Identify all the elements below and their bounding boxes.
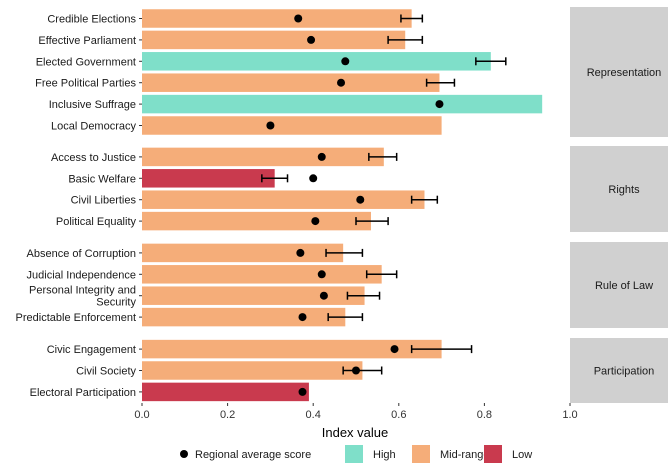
category-label: Personal Integrity and Security xyxy=(29,285,137,309)
facet-panels: Representation Credible Elections Effectiv… xyxy=(16,7,668,403)
category-label: Local Democracy xyxy=(51,121,136,133)
facet-participation: Participation Civic Engagement Civil Socie… xyxy=(30,338,668,403)
panel-background xyxy=(142,7,570,137)
category-label: Basic Welfare xyxy=(68,173,136,185)
average-point xyxy=(298,387,307,396)
legend-label: Low xyxy=(512,449,532,461)
legend: Regional average score High Mid-range Low xyxy=(180,445,532,463)
category-label: Absence of Corruption xyxy=(27,248,136,260)
bar xyxy=(142,307,346,327)
x-tick-label: 0.2 xyxy=(220,409,235,421)
bar xyxy=(142,30,406,50)
average-point xyxy=(337,78,346,87)
category-label: Judicial Independence xyxy=(27,269,136,281)
average-point xyxy=(317,270,326,279)
average-point xyxy=(352,366,360,375)
category-label: Elected Government xyxy=(36,56,136,68)
bar xyxy=(142,169,275,188)
category-label: Free Political Parties xyxy=(35,78,136,90)
facet-rule-of-law: Rule of Law Absence of Corruption Judicial… xyxy=(16,242,668,328)
legend-label: Mid-range xyxy=(440,449,490,461)
category-label: Political Equality xyxy=(56,216,137,228)
category-label: Electoral Participation xyxy=(30,387,136,399)
x-axis: 0.0 0.2 0.4 0.6 0.8 1.0 xyxy=(134,403,578,421)
category-label: Civil Society xyxy=(76,366,136,378)
bar xyxy=(142,361,363,380)
average-point xyxy=(341,57,350,66)
average-point xyxy=(307,35,316,44)
bar xyxy=(142,52,491,71)
average-point xyxy=(296,248,305,257)
bar xyxy=(142,211,371,231)
x-axis-title: Index value xyxy=(322,425,389,440)
x-tick-label: 0.6 xyxy=(391,409,406,421)
bar xyxy=(142,116,442,135)
legend-item-high: High xyxy=(345,445,396,463)
facet-strip xyxy=(570,7,668,137)
x-tick-label: 0.0 xyxy=(134,409,149,421)
legend-item-avg: Regional average score xyxy=(180,449,311,461)
bar xyxy=(142,382,309,402)
legend-key-swatch xyxy=(412,445,430,463)
category-label: Predictable Enforcement xyxy=(16,312,136,324)
legend-item-low: Low xyxy=(484,445,532,463)
category-label: Inclusive Suffrage xyxy=(49,99,136,111)
legend-key-point xyxy=(180,450,188,458)
facet-representation: Representation Credible Elections Effectiv… xyxy=(35,7,668,137)
average-point xyxy=(390,345,399,354)
x-tick-label: 0.8 xyxy=(477,409,492,421)
facet-strip-label: Representation xyxy=(587,67,662,79)
bar xyxy=(142,147,384,167)
facet-strip xyxy=(570,146,668,232)
category-label: Credible Elections xyxy=(47,14,136,26)
category-label: Effective Parliament xyxy=(38,35,136,47)
legend-label: High xyxy=(373,449,396,461)
category-label: Civil Liberties xyxy=(71,195,137,207)
bar xyxy=(142,190,425,209)
bar xyxy=(142,265,382,284)
legend-key-swatch xyxy=(484,445,502,463)
bar xyxy=(142,9,412,28)
bar xyxy=(142,94,543,114)
bar xyxy=(142,73,440,92)
facet-strip xyxy=(570,242,668,328)
x-tick-label: 0.4 xyxy=(306,409,321,421)
facet-strip-label: Participation xyxy=(594,366,655,378)
facet-strip-label: Rule of Law xyxy=(595,280,653,292)
x-tick-label: 1.0 xyxy=(562,409,577,421)
average-point xyxy=(311,217,320,226)
legend-key-swatch xyxy=(345,445,363,463)
average-point xyxy=(435,100,444,109)
average-point xyxy=(319,291,328,300)
legend-label: Regional average score xyxy=(195,449,311,461)
average-point xyxy=(294,14,303,23)
bar xyxy=(142,339,442,359)
legend-item-mid: Mid-range xyxy=(412,445,490,463)
facet-strip xyxy=(570,338,668,403)
facet-rights: Rights Access to Justice Basic Welfare Civi… xyxy=(51,146,668,232)
facet-strip-label: Rights xyxy=(608,184,640,196)
average-point xyxy=(356,195,365,204)
average-point xyxy=(317,152,326,161)
average-point xyxy=(298,313,307,322)
average-point xyxy=(266,121,275,130)
average-point xyxy=(309,174,318,183)
category-label: Civic Engagement xyxy=(47,344,136,356)
category-label: Access to Justice xyxy=(51,152,136,164)
bar xyxy=(142,243,344,263)
bar xyxy=(142,286,365,305)
